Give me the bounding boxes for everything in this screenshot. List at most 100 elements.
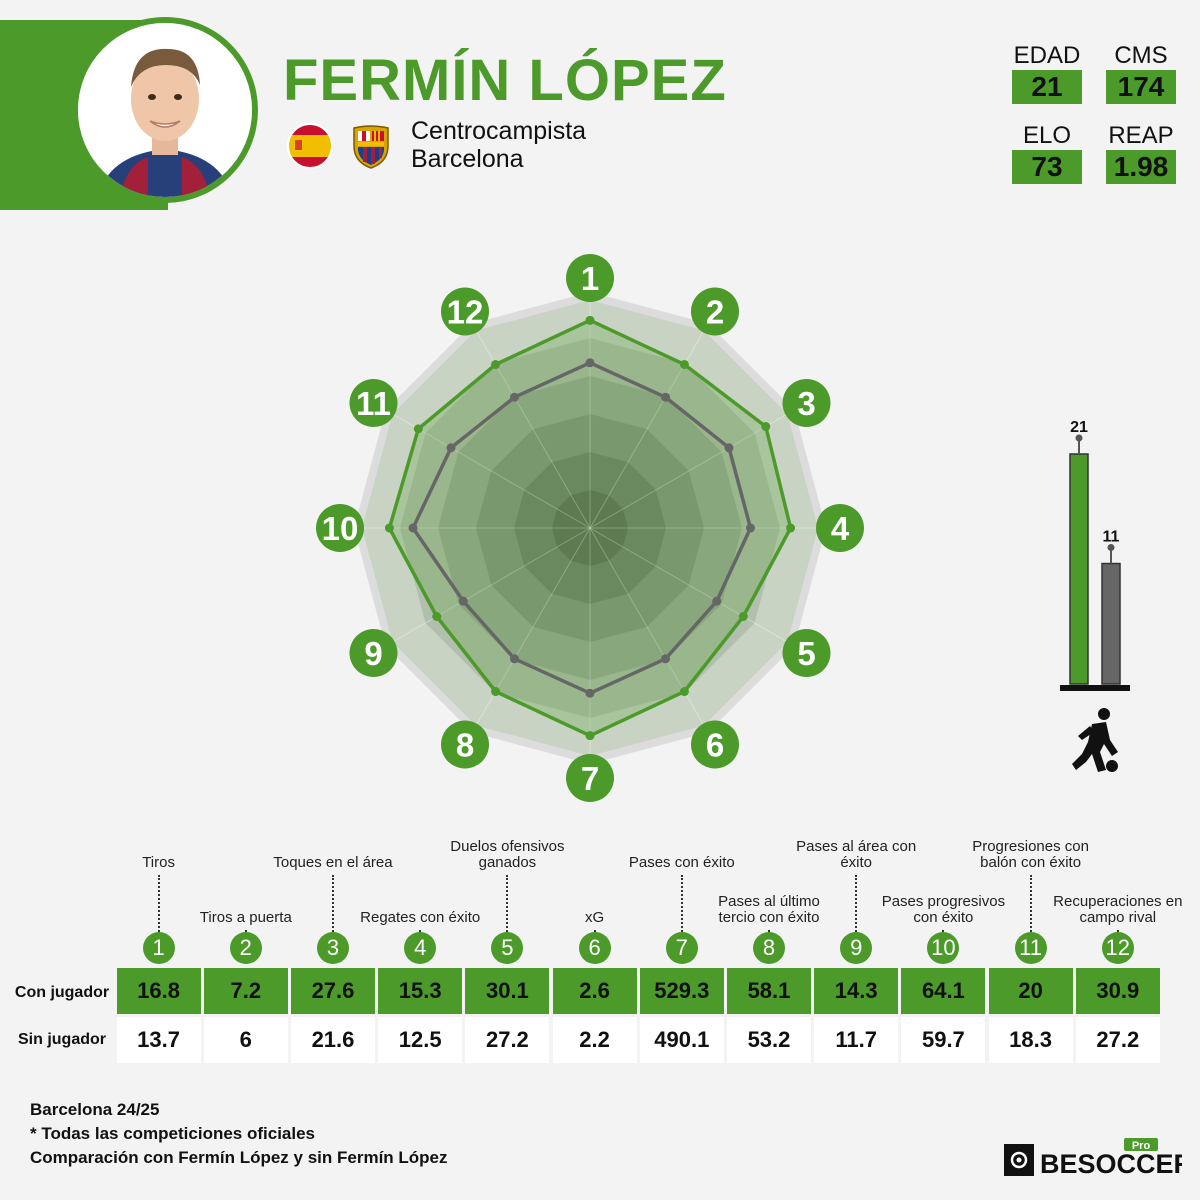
svg-text:2: 2 (706, 293, 724, 330)
column-leader-line (680, 875, 683, 932)
footnote-competitions: * Todas las competiciones oficiales (30, 1124, 316, 1143)
cell-with-6: 2.6 (552, 968, 637, 1014)
column-number-1: 1 (142, 932, 175, 964)
radar-axis-label-10: 10 (316, 504, 364, 552)
column-label-4: Regates con éxito (360, 909, 481, 926)
svg-text:4: 4 (831, 510, 850, 547)
radar-point (786, 523, 796, 533)
radar-axis-label-5: 5 (782, 629, 831, 677)
radar-axis-label-8: 8 (441, 720, 489, 769)
column-label-10: Pases progresivos con éxito (881, 893, 1006, 926)
radar-point (509, 392, 519, 402)
radar-point (585, 688, 595, 698)
radar-point (679, 687, 689, 697)
column-label-3: Toques en el área (273, 854, 393, 871)
column-label-6: xG (585, 909, 605, 926)
bar-value-label: 21 (1070, 419, 1088, 436)
besoccer-pro-logo: BESOCCER Pro (1004, 1138, 1182, 1178)
barcelona-crest-icon (353, 125, 389, 169)
column-label-11: Progresiones con balón con éxito (972, 838, 1089, 871)
bar-baseline (1060, 685, 1130, 691)
column-label-9: Pases al área con éxito (796, 838, 917, 871)
svg-text:12: 12 (447, 293, 484, 330)
cell-with-7: 529.3 (639, 968, 724, 1014)
cell-with-11: 20 (988, 968, 1073, 1014)
radar-spoke (392, 527, 591, 643)
cell-without-2: 6 (203, 1017, 288, 1063)
cell-with-9: 14.3 (814, 968, 899, 1014)
stat-reap: REAP 1.98 (1106, 124, 1176, 184)
cell-without-12: 27.2 (1075, 1017, 1160, 1063)
cell-without-6: 2.2 (552, 1017, 637, 1063)
column-number-10: 10 (927, 932, 960, 964)
bar-stem-dot (1075, 434, 1083, 442)
column-leader-line (1116, 930, 1119, 932)
column-label-1: Tiros (142, 854, 175, 871)
logo-text: BESOCCER (1040, 1149, 1182, 1178)
row-label-with: Con jugador (14, 984, 110, 1001)
player-club: Barcelona (411, 145, 524, 173)
radar-point (491, 359, 501, 369)
svg-text:9: 9 (364, 635, 382, 672)
radar-point (738, 612, 748, 621)
radar-point (413, 424, 423, 434)
column-label-2: Tiros a puerta (199, 909, 292, 926)
radar-point (491, 687, 501, 697)
cell-without-5: 27.2 (465, 1017, 550, 1063)
column-label-5: Duelos ofensivos ganados (450, 838, 565, 871)
column-leader-line (768, 930, 770, 932)
column-number-5: 5 (491, 932, 524, 964)
radar-axis-label-11: 11 (349, 379, 398, 427)
player-position: Centrocampista (411, 117, 587, 145)
radar-axis-label-1: 1 (566, 254, 614, 302)
svg-text:5: 5 (797, 635, 815, 672)
radar-axis-label-3: 3 (782, 379, 831, 427)
cell-with-3: 27.6 (290, 968, 376, 1014)
stat-cms: CMS 174 (1106, 44, 1176, 104)
column-leader-line (1029, 875, 1032, 932)
bar-value-label: 11 (1103, 529, 1120, 546)
svg-text:10: 10 (322, 510, 359, 547)
cell-with-10: 64.1 (901, 968, 986, 1014)
radar-point (384, 523, 394, 533)
radar-ring (552, 490, 628, 566)
stat-edad: EDAD 21 (1012, 44, 1082, 104)
column-number-3: 3 (317, 932, 349, 964)
cell-without-9: 11.7 (814, 1017, 899, 1063)
column-label-12: Recuperaciones en campo rival (1053, 893, 1183, 926)
column-number-2: 2 (229, 932, 262, 964)
svg-text:3: 3 (797, 385, 815, 422)
radar-point (446, 443, 456, 453)
radar-point (509, 654, 519, 664)
radar-spoke (589, 413, 788, 529)
cell-with-4: 15.3 (378, 968, 463, 1014)
bar-with (1069, 453, 1089, 685)
radar-axis-label-9: 9 (349, 629, 398, 677)
footnote-comparison: Comparación con Fermín López y sin Fermí… (30, 1148, 448, 1167)
column-leader-line (419, 930, 422, 932)
radar-point (458, 596, 468, 606)
radar-point (661, 392, 671, 402)
cell-with-2: 7.2 (203, 968, 288, 1014)
cell-with-12: 30.9 (1075, 968, 1160, 1014)
stat-value: 21 (1012, 70, 1082, 104)
column-label-8: Pases al último tercio con éxito (718, 893, 820, 926)
radar-axis-label-12: 12 (441, 287, 489, 336)
column-number-12: 12 (1101, 932, 1134, 964)
radar-spoke (392, 413, 591, 529)
cell-without-3: 21.6 (290, 1017, 376, 1063)
radar-axis-label-2: 2 (691, 287, 739, 336)
spain-flag-icon (287, 123, 333, 169)
radar-point (585, 315, 595, 325)
bar-chart: 21 11 (1060, 419, 1130, 691)
cell-with-8: 58.1 (726, 968, 812, 1014)
column-number-11: 11 (1014, 932, 1047, 964)
column-number-9: 9 (840, 932, 873, 964)
column-leader-line (855, 875, 858, 932)
svg-text:6: 6 (706, 727, 724, 764)
cell-without-1: 13.7 (116, 1017, 201, 1063)
radar-spoke (589, 527, 788, 643)
radar-point (432, 612, 442, 621)
stat-elo: ELO 73 (1012, 124, 1082, 184)
